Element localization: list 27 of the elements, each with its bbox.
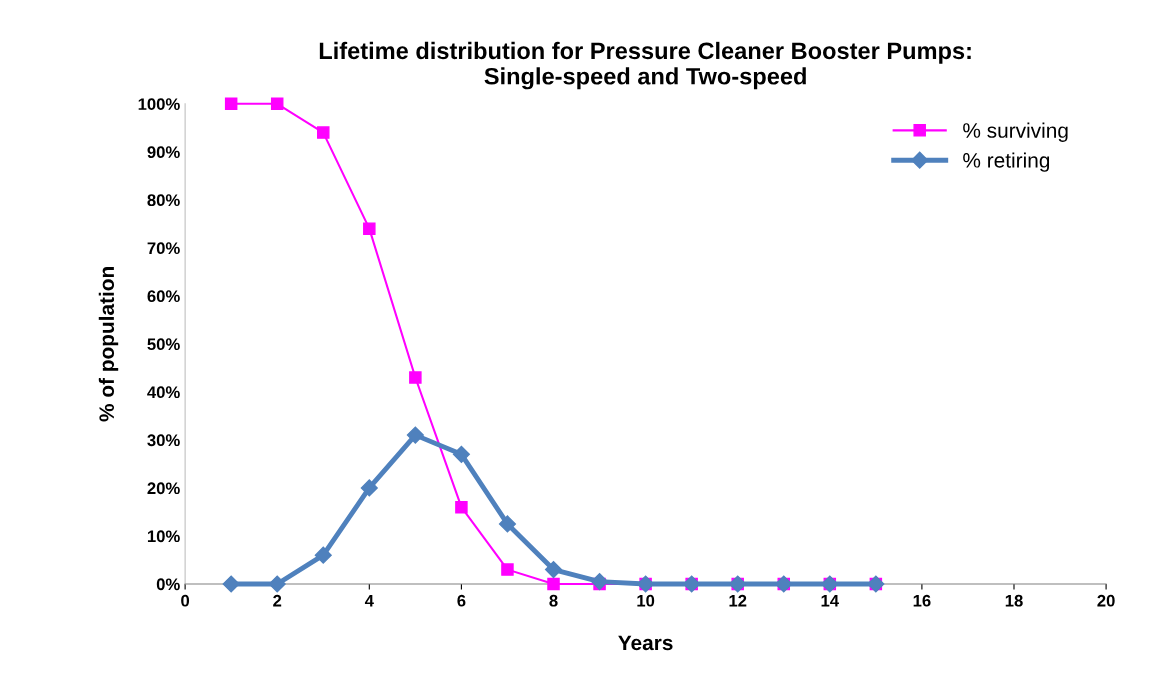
x-tick-label: 8 [549, 594, 558, 607]
x-tick-label: 6 [457, 594, 466, 607]
x-tick-label: 18 [1005, 594, 1023, 607]
y-tick-label: 0% [156, 578, 180, 591]
x-tick-label: 16 [913, 594, 931, 607]
y-tick-label: 10% [147, 530, 180, 543]
x-tick-label: 2 [273, 594, 282, 607]
y-tick-label: 80% [147, 194, 180, 207]
x-tick-label: 14 [821, 594, 839, 607]
x-tick-label: 4 [364, 594, 374, 607]
y-tick-label: 20% [147, 482, 180, 495]
y-tick-label: 30% [147, 434, 180, 447]
chart-title: Lifetime distribution for Pressure Cleaner Booster Pumps: Single-speed and Two-speed [319, 41, 971, 90]
legend-label: % surviving [963, 122, 1068, 142]
legend-label: % retiring [963, 152, 1050, 172]
y-tick-label: 90% [147, 146, 180, 159]
x-tick-label: 20 [1097, 594, 1115, 607]
y-tick-label: 100% [138, 98, 180, 111]
x-tick-label: 12 [729, 594, 747, 607]
y-axis-title: % of population [98, 267, 119, 422]
y-tick-label: 60% [147, 290, 180, 303]
y-tick-label: 50% [147, 338, 180, 351]
y-tick-label: 40% [147, 386, 180, 399]
x-tick-label: 10 [637, 594, 655, 607]
x-axis-title: Years [618, 635, 673, 651]
x-tick-label: 0 [181, 594, 190, 607]
y-tick-label: 70% [147, 242, 180, 255]
